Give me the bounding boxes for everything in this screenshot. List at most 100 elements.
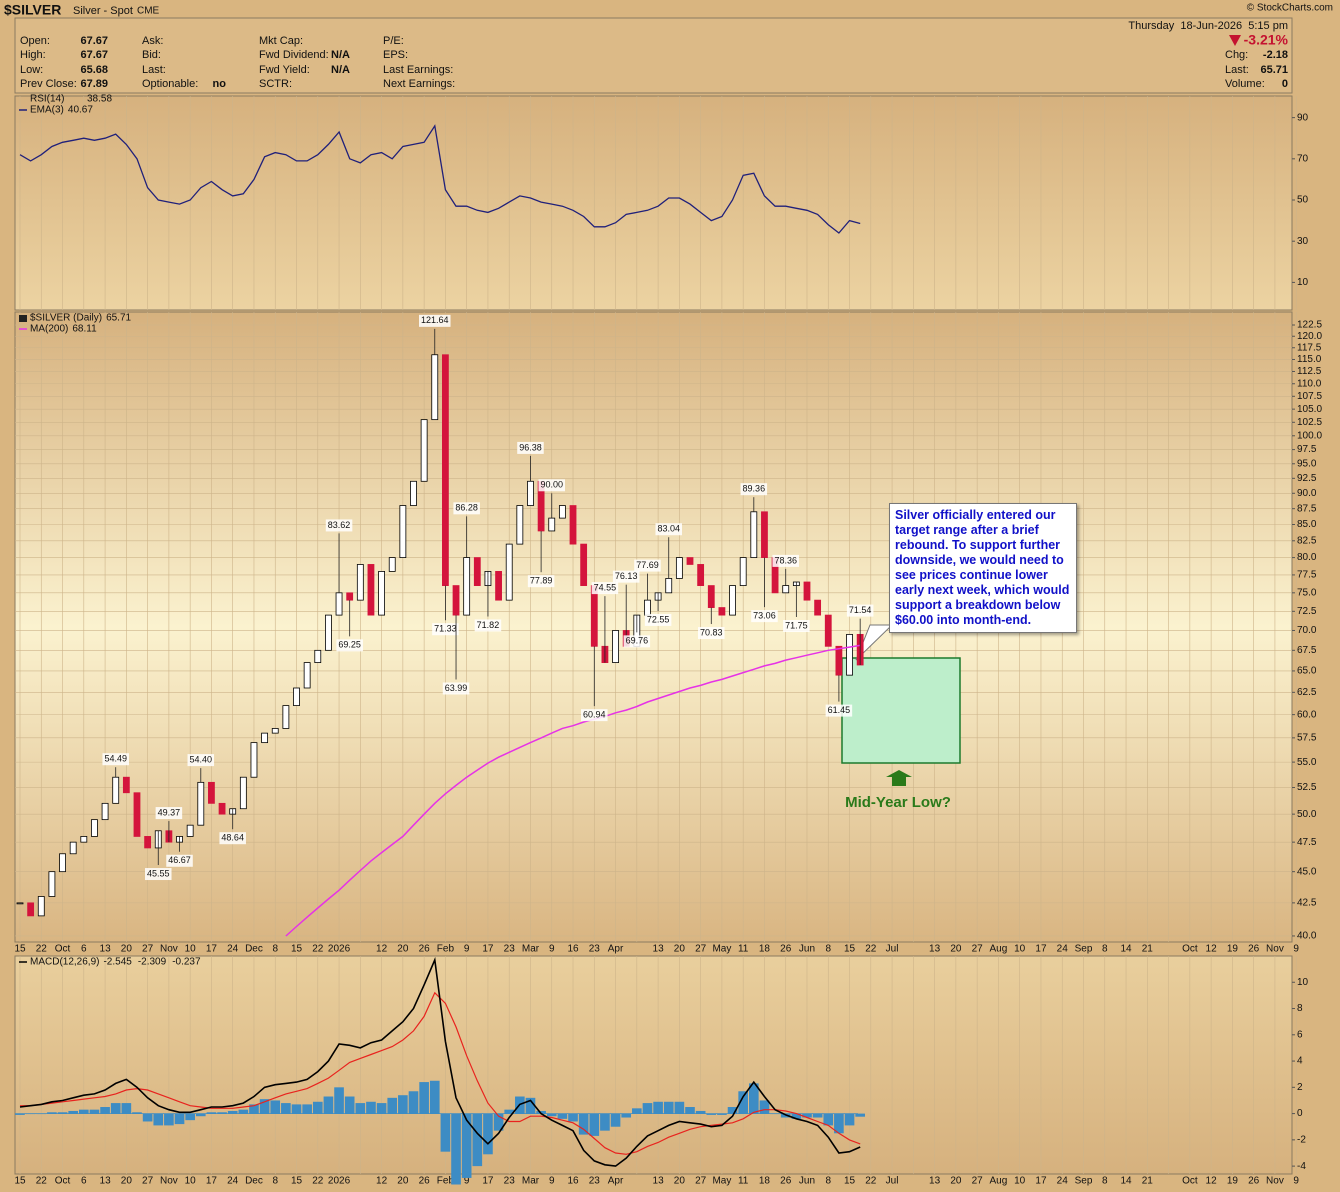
- histogram-bar: [217, 1112, 227, 1114]
- legend-value: -2.309: [138, 957, 167, 968]
- extreme-label-box: [187, 754, 215, 767]
- histogram-bar: [855, 1113, 865, 1117]
- legend-icon: [19, 315, 27, 322]
- histogram-bar: [206, 1112, 217, 1114]
- histogram-bar: [568, 1113, 578, 1122]
- histogram-bar: [589, 1113, 600, 1136]
- x-tick-label: 9: [549, 944, 555, 955]
- field-value: N/A: [331, 49, 350, 61]
- macd-panel: [14, 955, 1293, 1175]
- x-tick-label: 6: [81, 1176, 87, 1187]
- histogram-bar: [334, 1087, 344, 1114]
- histogram-bar: [525, 1097, 536, 1114]
- extreme-label-box: [325, 519, 353, 532]
- legend-value: 65.71: [106, 313, 131, 324]
- x-tick-label: 13: [100, 944, 112, 955]
- field-value: -2.18: [1263, 49, 1288, 61]
- extreme-label: 45.55: [147, 868, 170, 878]
- extreme-label: 60.94: [583, 710, 606, 720]
- x-tick-label: Mar: [522, 944, 540, 955]
- extreme-label-box: [442, 682, 470, 695]
- x-tick-label: 13: [929, 1176, 941, 1187]
- y-tick-label: -2: [1297, 1134, 1306, 1145]
- x-tick-label: 9: [464, 944, 470, 955]
- histogram-bar: [429, 1080, 440, 1114]
- x-tick-label: 14: [1120, 944, 1132, 955]
- histogram-bar: [717, 1113, 727, 1115]
- x-tick-label: 8: [272, 944, 278, 955]
- symbol: $SILVER: [4, 2, 61, 18]
- x-tick-label: 27: [972, 1176, 984, 1187]
- field-value: 0: [1282, 78, 1288, 90]
- candle: [644, 599, 651, 616]
- x-tick-label: 16: [567, 944, 579, 955]
- annotation: Silver officially entered our target ran…: [889, 503, 1077, 633]
- candle: [750, 511, 758, 558]
- x-tick-label: 15: [844, 1176, 856, 1187]
- extreme-label: 83.04: [657, 524, 680, 534]
- y-tick-label: 115.0: [1297, 354, 1322, 365]
- histogram-bar: [100, 1107, 110, 1114]
- y-tick-label: 45.0: [1297, 866, 1317, 877]
- candle: [218, 802, 226, 815]
- x-tick-label: 15: [291, 944, 303, 955]
- histogram-bar: [312, 1101, 323, 1114]
- candle: [80, 836, 88, 843]
- field-label: Open:: [20, 35, 50, 47]
- histogram-bar: [227, 1110, 238, 1114]
- field-label: Prev Close:: [20, 78, 77, 90]
- candle: [548, 517, 556, 532]
- histogram-bar: [302, 1104, 312, 1114]
- histogram-bar: [642, 1103, 653, 1114]
- x-tick-label: 6: [81, 944, 87, 955]
- exchange: CME: [137, 6, 160, 17]
- extreme-label-box: [591, 582, 619, 595]
- y-tick-label: 65.0: [1297, 666, 1317, 677]
- candle: [718, 607, 726, 616]
- histogram-bar: [78, 1109, 89, 1114]
- histogram-bar: [472, 1113, 483, 1167]
- field-value: 65.68: [80, 64, 108, 76]
- y-tick-label: 102.5: [1297, 417, 1322, 428]
- candle: [378, 571, 385, 616]
- x-tick-label: Nov: [160, 1176, 178, 1187]
- candle: [16, 902, 24, 905]
- x-tick-label: 20: [121, 1176, 133, 1187]
- candle: [112, 776, 120, 804]
- candle: [729, 585, 736, 616]
- extreme-label: 73.06: [753, 610, 776, 620]
- legend-value: 68.11: [72, 324, 97, 335]
- y-tick-label: 47.5: [1297, 837, 1317, 848]
- x-tick-label: Oct: [55, 1176, 71, 1187]
- histogram-bar: [249, 1104, 259, 1114]
- histogram-bar: [121, 1103, 132, 1114]
- x-tick-label: Nov: [160, 944, 178, 955]
- x-tick-label: 21: [1142, 1176, 1154, 1187]
- histogram-bar: [483, 1113, 493, 1155]
- x-tick-label: 2026: [328, 1176, 351, 1187]
- x-tick-label: 26: [1248, 1176, 1260, 1187]
- extreme-label-box: [644, 613, 672, 626]
- candle: [282, 705, 290, 729]
- x-tick-label: 17: [206, 1176, 218, 1187]
- histogram-bar: [366, 1101, 376, 1114]
- candle: [473, 557, 481, 586]
- x-tick-label: 20: [397, 944, 409, 955]
- x-tick-label: 13: [653, 944, 665, 955]
- candle: [303, 662, 311, 689]
- histogram-bar: [504, 1109, 515, 1114]
- x-tick-label: 10: [1014, 1176, 1026, 1187]
- x-tick-label: 19: [1227, 1176, 1239, 1187]
- candle: [558, 505, 566, 519]
- extreme-label: 74.55: [594, 582, 617, 592]
- candle: [697, 564, 705, 586]
- x-tick-label: 8: [825, 1176, 831, 1187]
- y-tick-label: 90: [1297, 112, 1309, 123]
- extreme-label-box: [453, 502, 480, 515]
- extreme-label: 49.37: [158, 807, 181, 817]
- y-tick-label: 2: [1297, 1082, 1303, 1093]
- histogram-bar: [844, 1113, 855, 1126]
- field-label: P/E:: [383, 35, 404, 47]
- histogram-bar: [759, 1100, 770, 1114]
